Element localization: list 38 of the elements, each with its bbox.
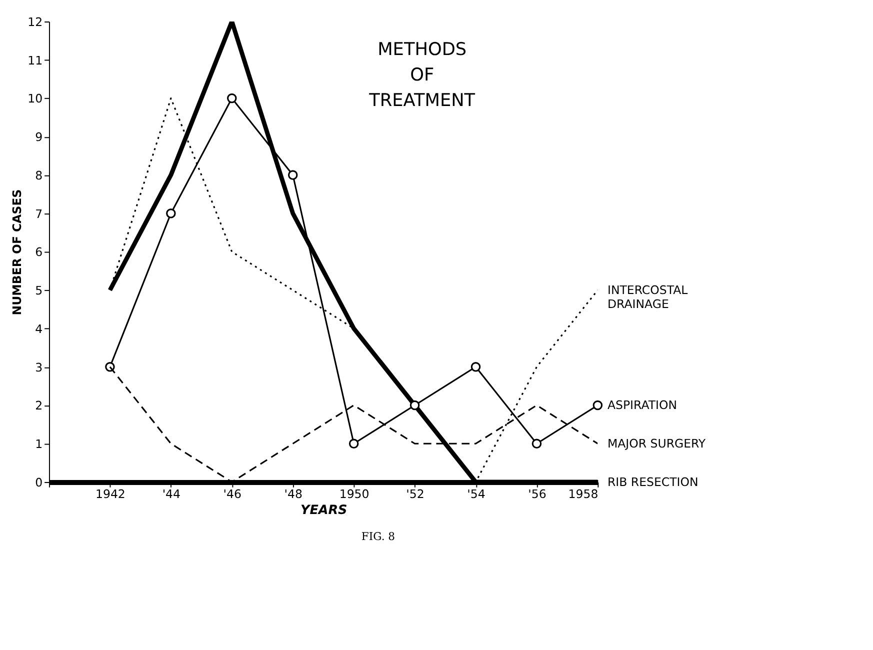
text: METHODS OF TREATMENT bbox=[368, 40, 476, 111]
y-tick-label: 8 bbox=[35, 168, 43, 182]
y-tick-label: 1 bbox=[35, 437, 43, 452]
point bbox=[410, 400, 420, 410]
x-tick-label: '44 bbox=[162, 487, 181, 502]
y-tick-label: 0 bbox=[35, 475, 43, 490]
x-tick-label: 1942 bbox=[95, 487, 126, 502]
y-tick-label: 12 bbox=[28, 14, 43, 29]
x-tick-label: '52 bbox=[406, 487, 424, 502]
y-tick-label: 10 bbox=[28, 92, 43, 106]
series-label: INTERCOSTAL DRAINAGE bbox=[607, 283, 688, 311]
point bbox=[470, 362, 481, 372]
y-tick-label: 4 bbox=[35, 322, 43, 336]
y-tick-label: 3 bbox=[35, 360, 43, 374]
x-tick-label: 1950 bbox=[339, 487, 370, 502]
point bbox=[532, 438, 542, 449]
point bbox=[592, 400, 603, 410]
point bbox=[227, 93, 237, 104]
y-tick-label: 9 bbox=[35, 130, 43, 144]
y-tick-label: 2 bbox=[35, 398, 43, 413]
point bbox=[166, 208, 176, 218]
y-tick-label: 7 bbox=[35, 206, 43, 221]
x-tick-label: '48 bbox=[284, 487, 302, 502]
x-tick-label: '54 bbox=[467, 487, 486, 502]
y-tick-label: 5 bbox=[35, 284, 43, 298]
y-tick-label: 11 bbox=[28, 53, 43, 68]
x-axis-title: YEARS bbox=[300, 502, 348, 518]
x-tick-label: 1958 bbox=[568, 487, 598, 502]
point bbox=[288, 170, 298, 180]
point bbox=[348, 438, 359, 449]
series-label: RIB RESECTION bbox=[607, 474, 698, 489]
y-tick-label: 6 bbox=[35, 245, 43, 260]
caption: FIG. 8 bbox=[361, 530, 396, 543]
x-tick-label: '56 bbox=[528, 487, 546, 502]
series-label: ASPIRATION bbox=[607, 398, 678, 412]
series-label: MAJOR SURGERY bbox=[607, 436, 706, 451]
y-axis-title: NUMBER OF CASES bbox=[10, 189, 24, 316]
x-tick-label: '46 bbox=[223, 487, 242, 502]
